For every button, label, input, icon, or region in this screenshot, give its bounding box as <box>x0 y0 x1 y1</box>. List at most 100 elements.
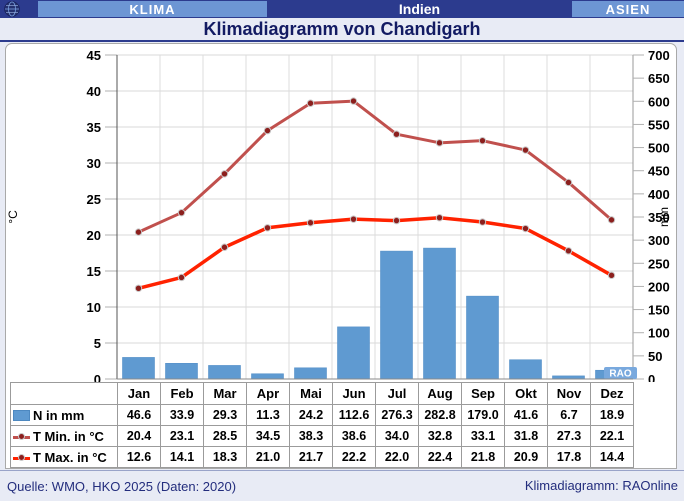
nav-klima[interactable]: KLIMA <box>38 1 267 17</box>
data-point-Apr <box>263 224 272 232</box>
table-cell: 12.6 <box>117 446 161 468</box>
table-cell: 14.4 <box>590 446 634 468</box>
right-axis-tick-label: 200 <box>648 279 670 294</box>
left-axis-tick-label: 25 <box>87 192 101 207</box>
data-point-Mai <box>306 99 315 107</box>
left-axis-tick-label: 45 <box>87 48 101 63</box>
table-cell: 34.0 <box>375 425 419 447</box>
right-axis-tick-label: 250 <box>648 256 670 271</box>
data-point-Jan <box>134 284 143 292</box>
nav-asien[interactable]: ASIEN <box>572 1 684 17</box>
table-row: N in mm 46.6 33.9 29.3 11.3 24.2 112.6 276.3 282… <box>10 404 634 426</box>
table-cell: 33.1 <box>461 425 505 447</box>
right-axis-tick-label: 300 <box>648 233 670 248</box>
data-point-Jun <box>349 97 358 105</box>
month-header: Okt <box>504 382 548 405</box>
table-cell: 32.8 <box>418 425 462 447</box>
table-cell: 20.9 <box>504 446 548 468</box>
left-axis-tick-label: 40 <box>87 84 101 99</box>
right-axis-tick-label: 400 <box>648 187 670 202</box>
right-axis-tick-label: 100 <box>648 326 670 341</box>
right-axis-tick-label: 650 <box>648 71 670 86</box>
month-header: Mai <box>289 382 333 405</box>
data-point-Dez <box>607 271 616 280</box>
data-point-Jul <box>392 130 401 138</box>
precip-bar-Mai <box>294 367 327 380</box>
series-label: N in mm <box>10 404 118 426</box>
series-label: T Min. in °C <box>10 425 118 447</box>
table-cell: 17.8 <box>547 446 591 468</box>
table-cell: 34.5 <box>246 425 290 447</box>
table-cell: 21.0 <box>246 446 290 468</box>
line-legend-dot <box>18 433 25 440</box>
climate-data-table: Jan Feb Mar Apr Mai Jun Jul Aug Sep Okt Nov Dez N i… <box>10 382 634 468</box>
right-axis-tick-label: 600 <box>648 94 670 109</box>
table-cell: 38.6 <box>332 425 376 447</box>
month-header-row: Jan Feb Mar Apr Mai Jun Jul Aug Sep Okt Nov Dez <box>10 382 634 405</box>
left-axis-tick-label: 5 <box>94 336 101 351</box>
table-cell: 21.7 <box>289 446 333 468</box>
table-cell: 18.9 <box>590 404 634 426</box>
temp-line <box>137 99 613 234</box>
month-header: Jan <box>117 382 161 405</box>
right-axis-tick-label: 350 <box>648 210 670 225</box>
watermark-box <box>604 367 637 379</box>
right-axis-tick-label: 450 <box>648 164 670 179</box>
left-axis-tick-label: 0 <box>94 372 101 382</box>
table-head: Jan Feb Mar Apr Mai Jun Jul Aug Sep Okt Nov Dez <box>10 382 634 405</box>
month-header: Feb <box>160 382 204 405</box>
corner-cell <box>10 382 118 405</box>
data-point-Sep <box>478 136 487 145</box>
table-cell: 24.2 <box>289 404 333 426</box>
line-legend-dot <box>18 454 25 461</box>
data-point-Dez <box>607 216 616 224</box>
data-point-Feb <box>177 273 186 282</box>
precip-bar-Okt <box>509 359 542 380</box>
table-cell: 27.3 <box>547 425 591 447</box>
month-header: Sep <box>461 382 505 405</box>
bar-legend-icon <box>13 409 30 421</box>
temp-line <box>136 215 614 291</box>
precip-bar-Apr <box>251 373 284 380</box>
data-point-Feb <box>177 208 186 217</box>
table-cell: 33.9 <box>160 404 204 426</box>
table-row: T Min. in °C 20.4 23.1 28.5 34.5 38.3 38.6 34.0… <box>10 425 634 447</box>
table-cell: 179.0 <box>461 404 505 426</box>
table-cell: 22.1 <box>590 425 634 447</box>
month-header: Dez <box>590 382 634 405</box>
month-header: Jun <box>332 382 376 405</box>
globe-logo-icon[interactable] <box>4 1 20 17</box>
left-axis-tick-label: 20 <box>87 228 101 243</box>
watermark-text: RAO <box>609 369 631 380</box>
table-cell: 276.3 <box>375 404 419 426</box>
left-axis-tick-label: 10 <box>87 300 101 315</box>
table-body: N in mm 46.6 33.9 29.3 11.3 24.2 112.6 276.3 282… <box>10 404 634 468</box>
table-cell: 20.4 <box>117 425 161 447</box>
right-axis-unit-label: mm <box>657 207 671 227</box>
precip-bar-Aug <box>423 247 456 380</box>
table-cell: 29.3 <box>203 404 247 426</box>
precip-bar-Mar <box>208 365 241 380</box>
table-cell: 21.8 <box>461 446 505 468</box>
title-divider <box>0 40 684 42</box>
right-axis-tick-label: 550 <box>648 117 670 132</box>
table-cell: 282.8 <box>418 404 462 426</box>
data-point-Okt <box>521 146 530 154</box>
table-cell: 112.6 <box>332 404 376 426</box>
table-cell: 46.6 <box>117 404 161 426</box>
page-title: Klimadiagramm von Chandigarh <box>203 18 481 39</box>
right-axis-tick-label: 150 <box>648 303 670 318</box>
data-point-Sep <box>478 218 487 226</box>
data-point-Aug <box>435 214 444 222</box>
left-axis-tick-label: 30 <box>87 156 101 171</box>
data-point-Nov <box>564 178 573 187</box>
data-point-Apr <box>263 126 272 135</box>
table-cell: 38.3 <box>289 425 333 447</box>
month-header: Jul <box>375 382 419 405</box>
nav-indien[interactable]: Indien <box>398 1 441 17</box>
month-header: Aug <box>418 382 462 405</box>
data-point-Jan <box>134 228 143 236</box>
footer: Quelle: WMO, HKO 2025 (Daten: 2020) Klim… <box>0 470 684 501</box>
right-axis-tick-label: 50 <box>648 349 662 364</box>
data-point-Jul <box>392 216 401 225</box>
